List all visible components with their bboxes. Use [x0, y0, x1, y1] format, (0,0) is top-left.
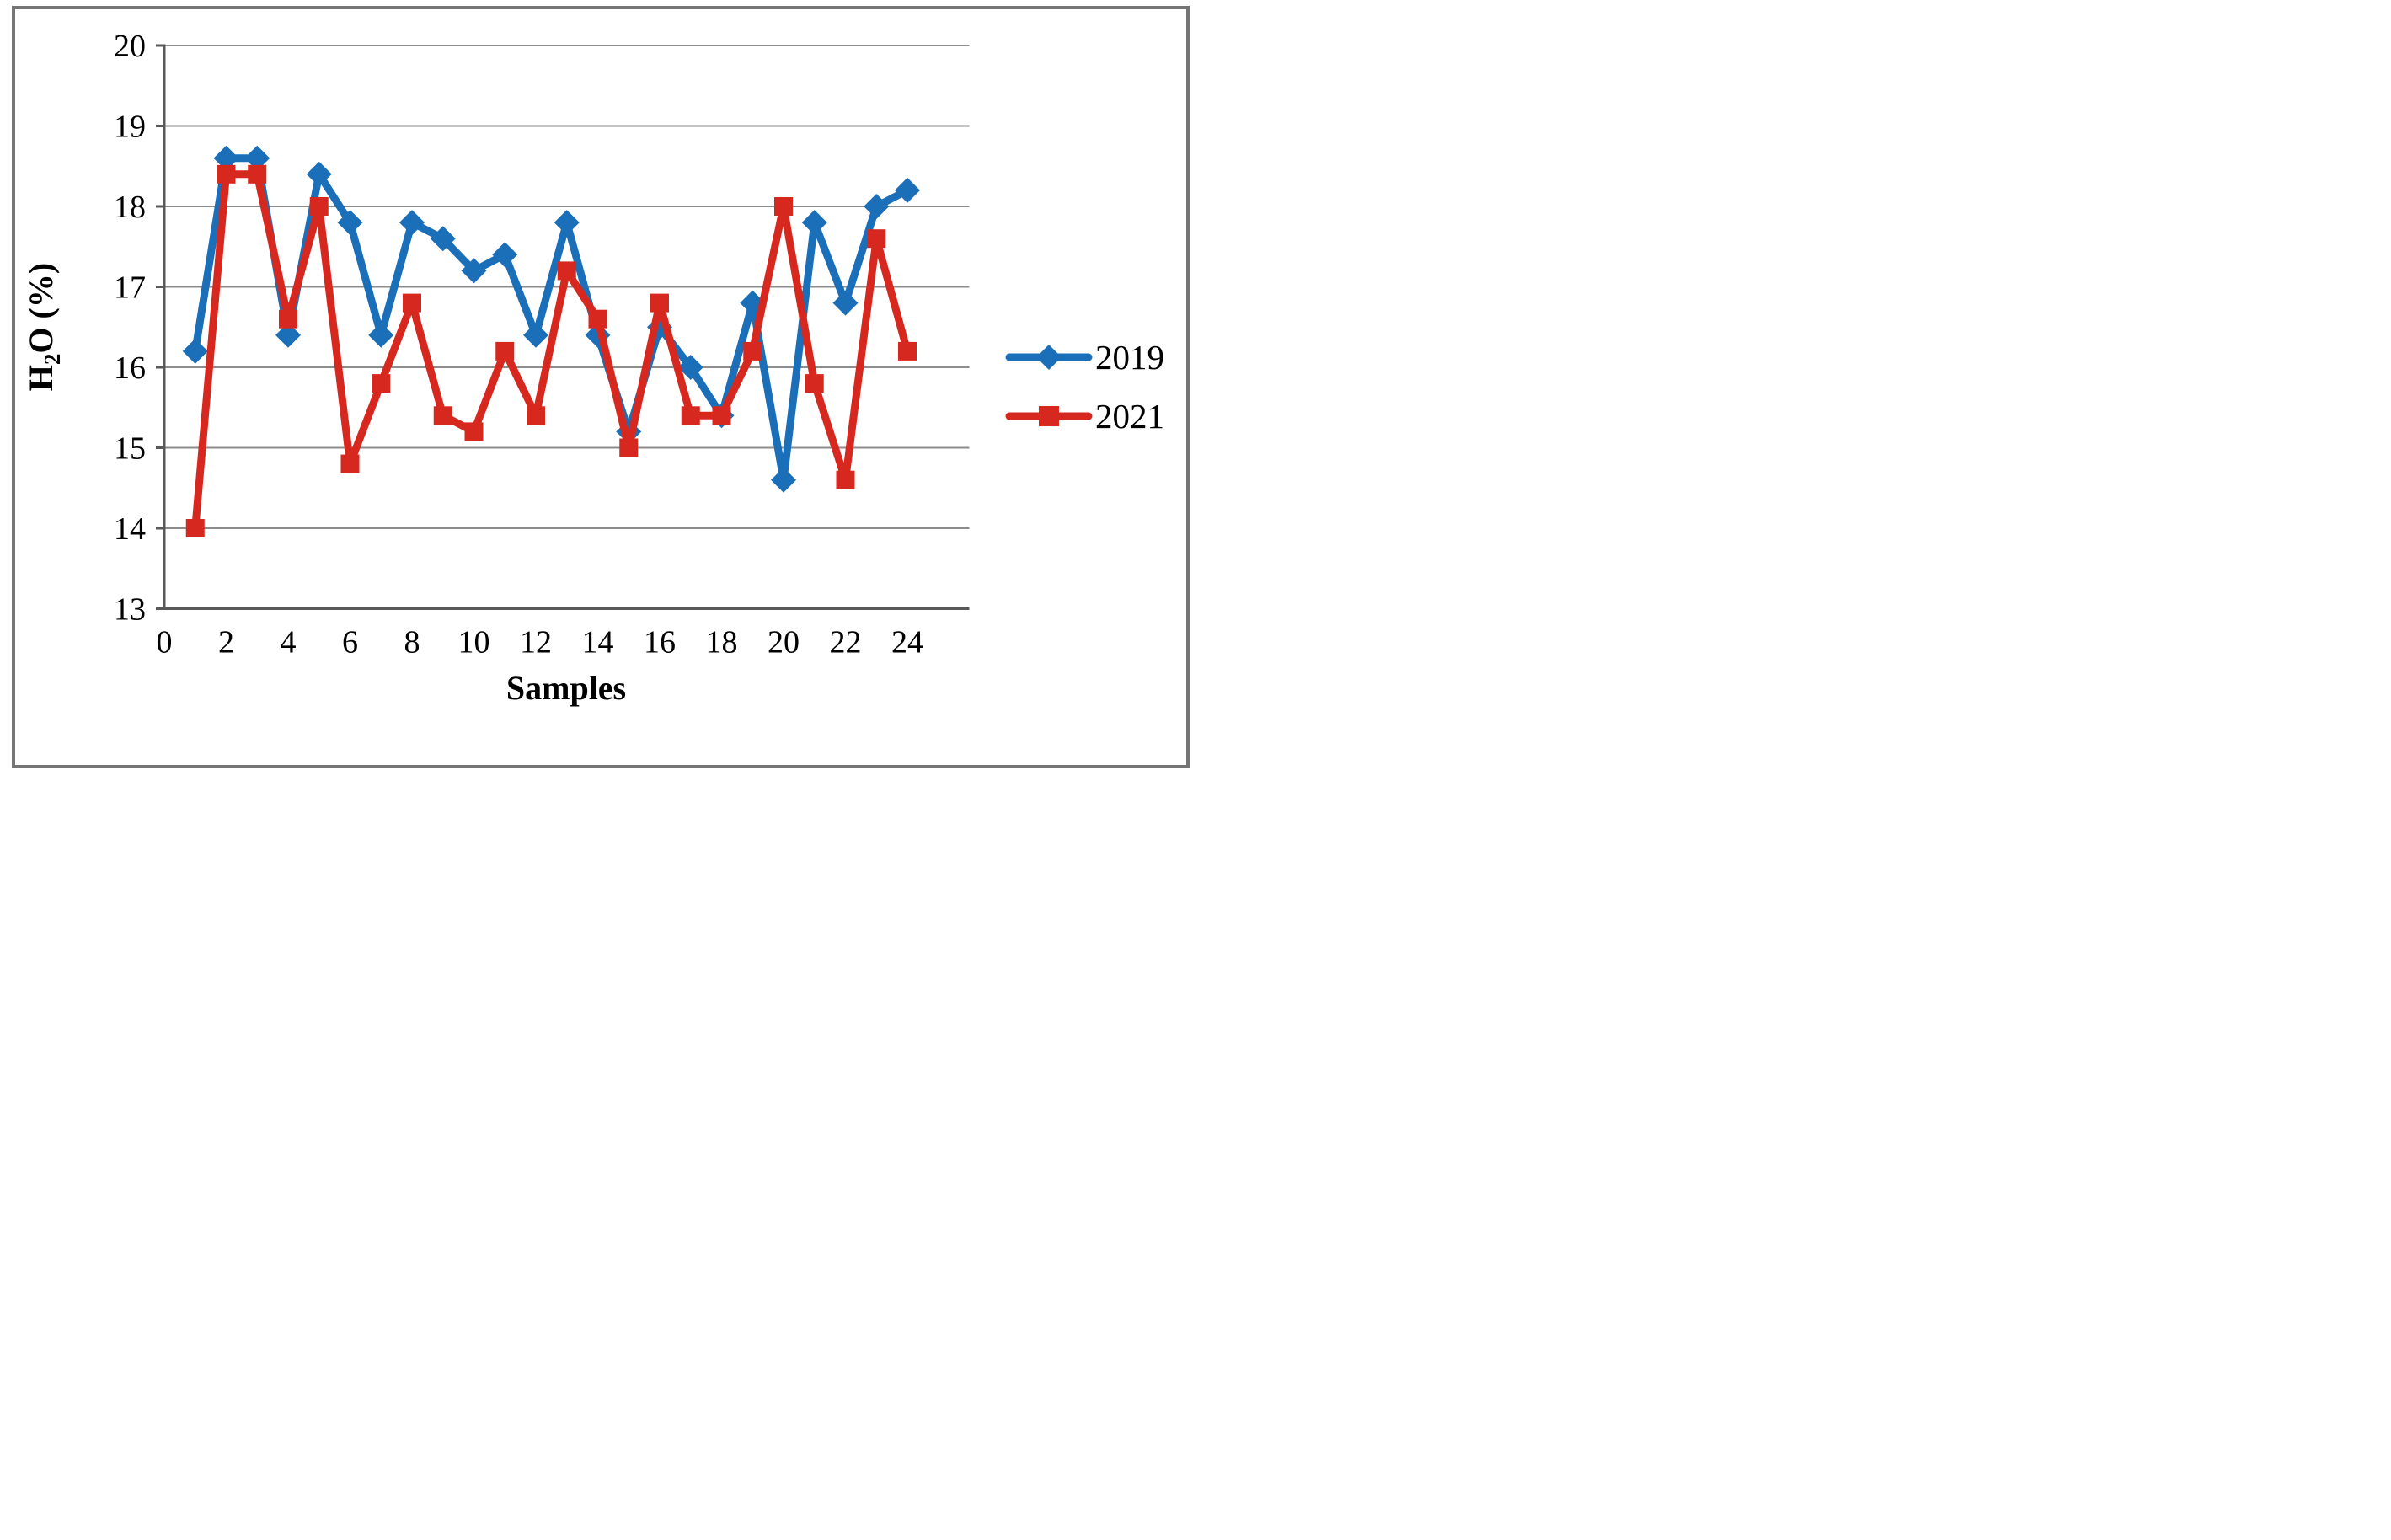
point-2021-15	[619, 438, 639, 457]
point-2021-18	[712, 406, 731, 425]
point-2021-5	[309, 197, 329, 216]
x-tick-label-12: 12	[520, 625, 552, 660]
legend-label-2019: 2019	[1095, 338, 1164, 377]
legend-label-2021: 2021	[1095, 397, 1164, 436]
point-2021-22	[836, 470, 855, 489]
point-2021-16	[650, 293, 669, 313]
x-tick-label-18: 18	[706, 625, 738, 660]
x-tick-label-22: 22	[830, 625, 862, 660]
y-axis-title-main: H	[22, 365, 60, 391]
x-tick-labels: 0 2 4 6 8 10 12 14 16 18 20 22 24	[157, 625, 924, 660]
point-2019-8	[399, 210, 425, 236]
point-2019-7	[368, 322, 394, 348]
point-2019-9	[430, 226, 456, 252]
point-2021-23	[867, 229, 886, 249]
series-layer	[182, 145, 920, 537]
point-2019-3	[244, 145, 270, 171]
y-axis-title-rest: O (%)	[22, 263, 60, 354]
point-2021-24	[898, 341, 917, 361]
y-tick-label-16: 16	[114, 350, 146, 386]
outer-frame	[12, 6, 1190, 768]
point-2019-13	[554, 210, 580, 236]
point-2019-11	[492, 242, 518, 268]
series-2021	[185, 164, 917, 537]
point-2019-1	[182, 338, 208, 364]
point-2019-17	[677, 355, 703, 380]
point-2021-1	[185, 519, 205, 537]
point-2021-2	[217, 164, 236, 184]
series-2021-line	[191, 170, 912, 532]
point-2019-24	[895, 177, 920, 203]
axes	[163, 44, 970, 610]
point-2019-10	[461, 258, 487, 284]
point-2021-9	[433, 406, 452, 425]
point-2021-14	[588, 309, 607, 329]
point-2019-5	[306, 161, 332, 187]
point-2021-4	[279, 309, 297, 329]
x-tick-label-8: 8	[404, 625, 420, 660]
point-2019-21	[801, 210, 827, 236]
point-2021-10	[464, 422, 484, 441]
point-2021-21	[805, 374, 824, 393]
x-axis-title: Samples	[506, 669, 626, 707]
point-2021-8	[403, 293, 421, 313]
point-2021-17	[681, 406, 700, 425]
x-tick-label-0: 0	[157, 625, 173, 660]
y-axis-title: H2O (%)	[22, 263, 65, 391]
y-tick-label-19: 19	[114, 110, 146, 145]
point-2019-2	[213, 145, 239, 171]
point-2021-19	[743, 341, 762, 361]
point-2019-22	[832, 290, 859, 316]
y-tick-label-17: 17	[114, 270, 146, 306]
x-tick-label-20: 20	[768, 625, 800, 660]
x-tick-label-2: 2	[218, 625, 234, 660]
axis-ticks	[156, 44, 164, 610]
point-2021-13	[557, 261, 576, 281]
y-tick-label-20: 20	[114, 29, 146, 64]
y-tick-label-18: 18	[114, 190, 146, 225]
point-2019-6	[337, 210, 363, 236]
point-2021-3	[248, 164, 267, 184]
point-2021-12	[527, 406, 545, 425]
y-tick-label-15: 15	[114, 431, 146, 467]
legend-square-2021-icon	[1039, 406, 1059, 426]
point-2019-4	[275, 322, 301, 348]
figure: 13 14 15 16 17 18 19 20 0 2 4 6 8 10 12 14 16 18 20 22 24 H…	[0, 0, 1196, 770]
point-2019-20	[771, 467, 796, 493]
x-tick-label-24: 24	[891, 625, 923, 660]
legend-diamond-2019-icon	[1036, 345, 1062, 370]
point-2019-23	[864, 194, 890, 219]
legend-item-2019: 2019	[1005, 338, 1164, 377]
y-axis-title-subscript: 2	[40, 354, 65, 366]
x-tick-label-14: 14	[582, 625, 614, 660]
point-2019-12	[523, 322, 548, 348]
point-2021-20	[774, 197, 793, 216]
point-2021-7	[372, 374, 391, 393]
legend: 2019 2021	[1005, 338, 1164, 436]
point-2021-11	[495, 341, 515, 361]
y-tick-label-13: 13	[114, 592, 146, 628]
x-tick-label-10: 10	[458, 625, 490, 660]
legend-item-2021: 2021	[1005, 397, 1164, 436]
point-2021-6	[340, 454, 360, 473]
x-tick-label-6: 6	[342, 625, 358, 660]
y-tick-labels: 13 14 15 16 17 18 19 20	[114, 29, 146, 628]
x-tick-label-16: 16	[644, 625, 676, 660]
x-tick-label-4: 4	[281, 625, 297, 660]
y-tick-label-14: 14	[114, 511, 146, 547]
